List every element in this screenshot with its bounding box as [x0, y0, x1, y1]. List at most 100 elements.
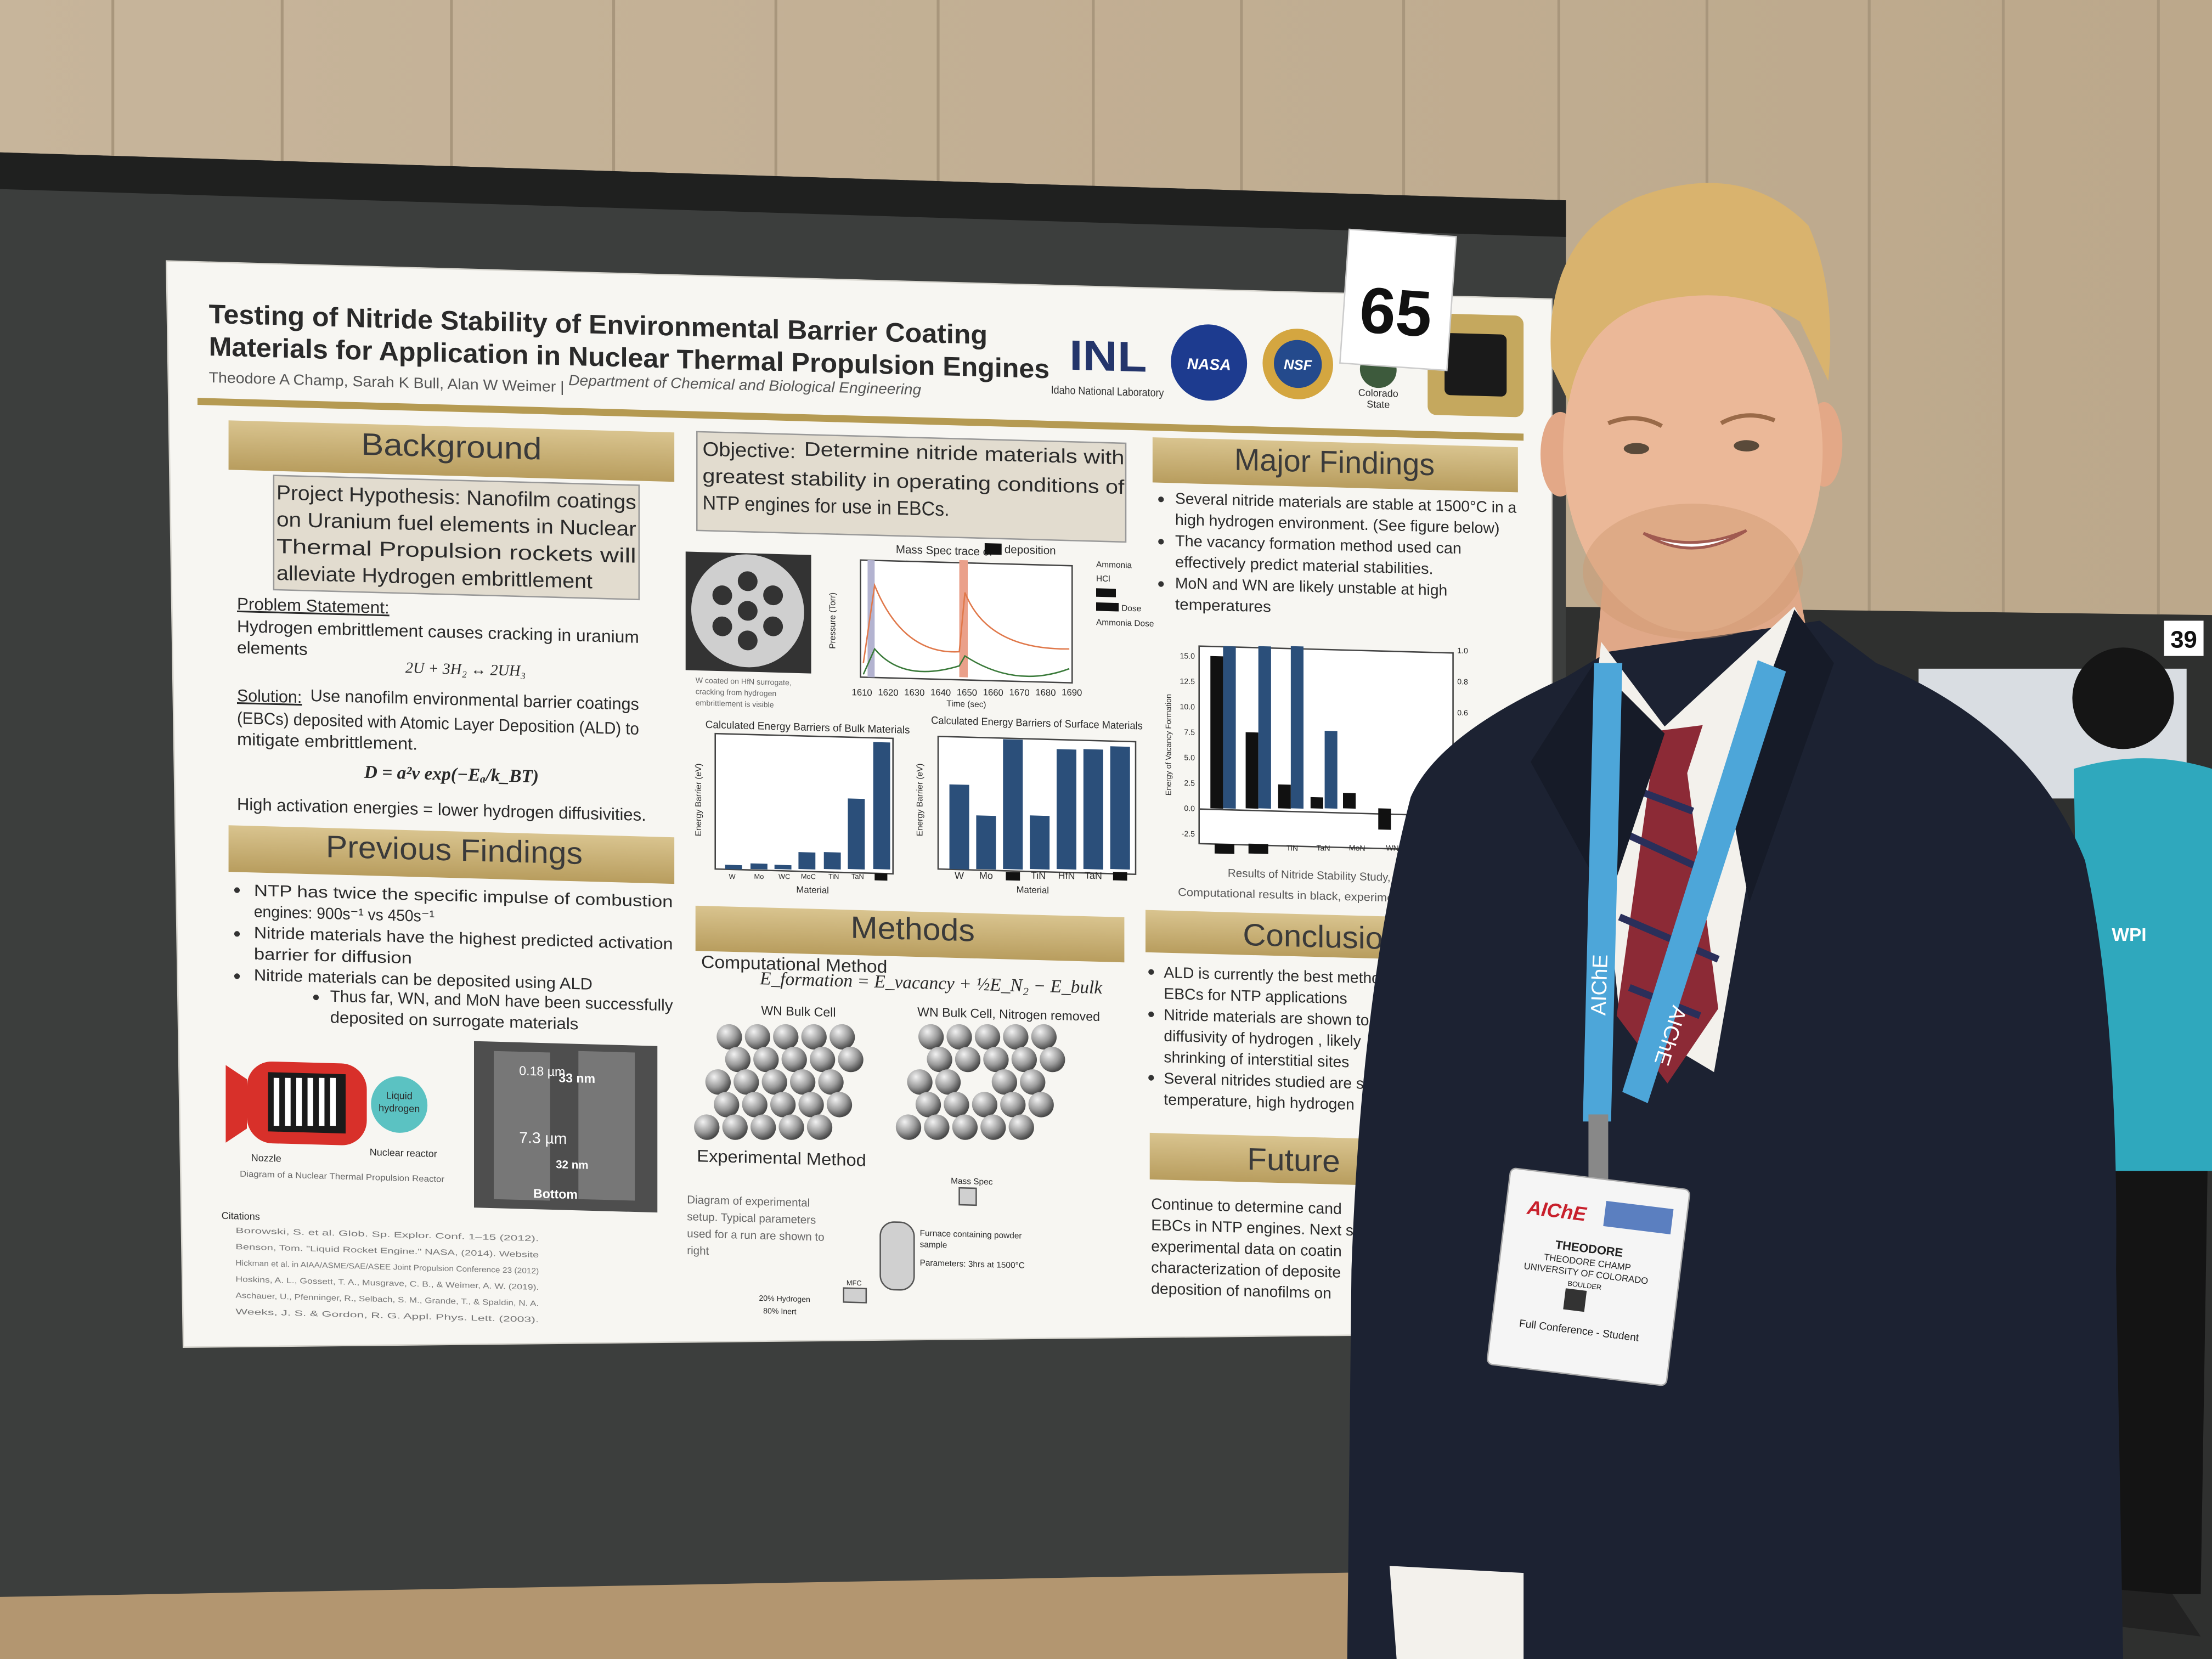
atom: [924, 1114, 950, 1140]
section-title: Future: [1247, 1142, 1340, 1179]
atom: [722, 1114, 748, 1140]
pellet-hole: [712, 585, 732, 606]
logo-inl-caption: Idaho National Laboratory: [1051, 383, 1164, 399]
tick-label: 1630: [904, 687, 924, 698]
bullet-dot: [234, 931, 240, 937]
logo-cu-inner: [1444, 333, 1507, 397]
tick-label: WC: [778, 872, 790, 881]
fuel-rod: [273, 1077, 280, 1126]
bar: [1343, 793, 1356, 809]
atom: [991, 1069, 1017, 1095]
tick-label: 7.5: [1184, 727, 1195, 737]
nozzle: [225, 1065, 247, 1143]
section-title: Background: [361, 427, 541, 466]
bar: [1258, 646, 1271, 809]
axis-label: Pressure (Torr): [828, 592, 837, 649]
atom: [1008, 1114, 1034, 1140]
atom: [907, 1069, 933, 1095]
atom: [952, 1114, 978, 1140]
bullet-dot: [1158, 581, 1164, 587]
atom: [761, 1069, 787, 1095]
atom: [806, 1114, 833, 1140]
trace: [862, 647, 1070, 678]
redaction: [874, 873, 888, 881]
plot-title: deposition: [1005, 543, 1056, 557]
tick-label: 0.0: [1184, 804, 1195, 813]
label: Solution:: [237, 686, 302, 707]
dose-band: [959, 560, 968, 678]
eyebrows: [1607, 413, 1776, 428]
pellet-hole: [763, 585, 783, 606]
citations-title: Citations: [222, 1210, 260, 1222]
logo-nsf: [1274, 340, 1322, 388]
section-header: [1152, 437, 1518, 493]
atom: [770, 1092, 796, 1118]
section-header: [695, 905, 1125, 963]
bullet-text: barrier for diffusion: [254, 945, 412, 968]
section-header: [228, 420, 675, 482]
lanyard-clip: [1588, 1114, 1609, 1182]
diagram-label: Mass Spec: [951, 1176, 993, 1187]
atom: [742, 1092, 768, 1118]
bullet-dot: [234, 973, 240, 979]
objective-box: [696, 431, 1127, 543]
atom: [983, 1046, 1009, 1073]
lanyard-strap: [1622, 660, 1786, 1103]
atom: [1028, 1092, 1054, 1118]
subheading: Experimental Method: [697, 1146, 866, 1170]
beard: [1583, 504, 1803, 639]
atom: [773, 1024, 799, 1050]
atom: [694, 1114, 720, 1140]
caption: embrittlement is visible: [696, 698, 774, 709]
atom: [974, 1024, 1001, 1050]
axis-label: Energy Barrier (eV): [916, 763, 925, 836]
cuff: [1389, 1566, 1524, 1659]
atom: [705, 1069, 731, 1095]
smile: [1643, 529, 1747, 550]
pellet-hole: [737, 630, 758, 651]
section-title: Conclusion: [1243, 917, 1401, 956]
bar: [798, 852, 816, 870]
fuel-rod: [307, 1077, 313, 1126]
bar: [1083, 749, 1103, 870]
bullet-dot: [234, 887, 240, 893]
logo-csu-text: Colorado: [1358, 387, 1398, 399]
furnace: [879, 1221, 915, 1291]
redaction: [1096, 602, 1119, 612]
diagram-label: Furnace containing powder: [920, 1229, 1022, 1241]
sem-label: 33 nm: [558, 1070, 595, 1086]
redaction: [984, 543, 1002, 555]
atom: [972, 1092, 997, 1118]
atom: [753, 1046, 779, 1073]
atom: [1031, 1024, 1057, 1050]
atom: [1011, 1046, 1037, 1073]
atom: [826, 1092, 853, 1118]
atom: [944, 1092, 969, 1118]
legend-label: Ammonia: [1096, 560, 1132, 571]
figure-label: WN Bulk Cell: [761, 1003, 836, 1020]
atom: [946, 1024, 972, 1050]
atom: [830, 1024, 855, 1050]
bar: [1324, 731, 1338, 809]
head: [2072, 647, 2174, 749]
tick-label: 1610: [852, 687, 872, 698]
redaction: [1248, 843, 1268, 854]
plot-title: Mass Spec trace of: [896, 543, 992, 558]
tick-label: Mo: [754, 872, 764, 881]
tick-label: 1670: [1009, 687, 1030, 698]
equation: D = a²v exp(−Eₐ/k_BT): [364, 762, 539, 787]
axis-label: Time (sec): [946, 699, 986, 709]
caption: W coated on HfN surrogate,: [696, 676, 792, 687]
pellet-hole: [737, 571, 758, 591]
tick-label: WN: [1386, 843, 1399, 853]
tick-label: TaN: [1085, 870, 1102, 882]
tick-label: 0.6: [1457, 708, 1468, 718]
atom: [781, 1046, 807, 1073]
logo-inl: INL: [1069, 332, 1147, 381]
tick-label: MoN: [1349, 843, 1365, 853]
atom: [801, 1024, 827, 1050]
section-title: Major Findings: [1234, 442, 1435, 482]
tick-label: 1690: [1062, 687, 1082, 698]
bar: [1290, 646, 1304, 809]
